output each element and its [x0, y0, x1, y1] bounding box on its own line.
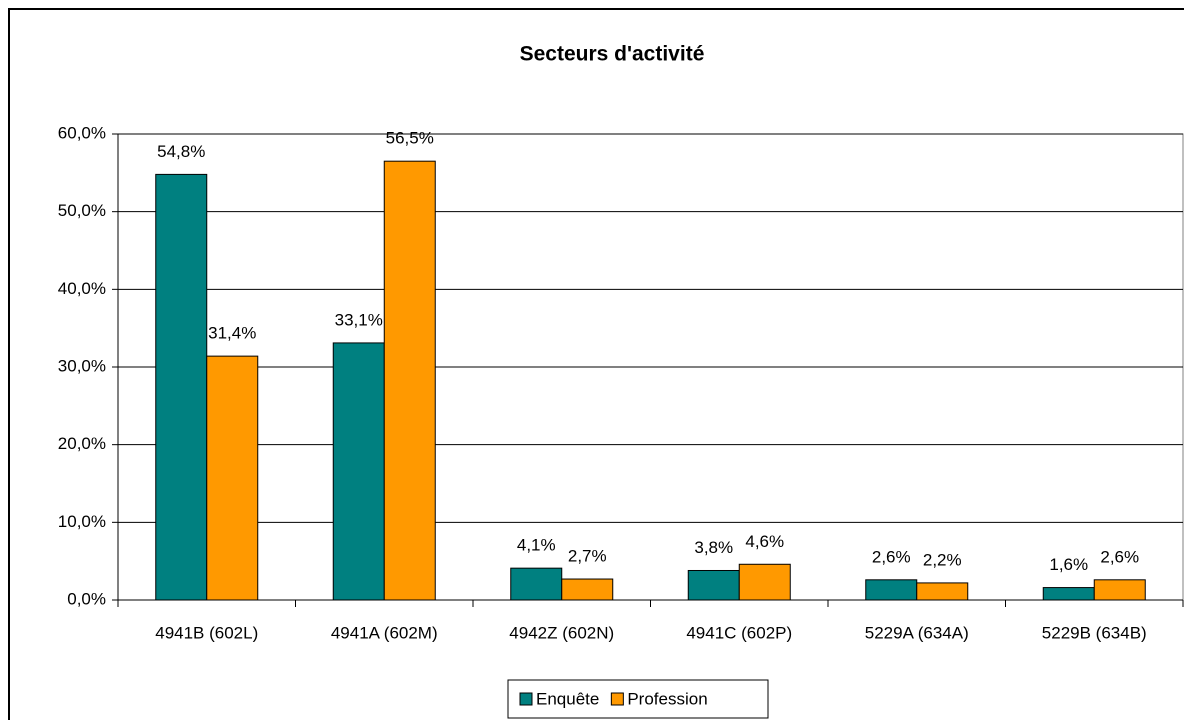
bar [206, 355, 259, 601]
bar [561, 578, 614, 601]
bar [687, 569, 740, 601]
data-label: 4,6% [745, 532, 784, 551]
data-label: 33,1% [335, 310, 383, 329]
data-label: 31,4% [208, 324, 256, 343]
legend-label: Enquête [536, 689, 599, 708]
y-tick-label: 30,0% [58, 356, 106, 375]
y-tick-label: 10,0% [58, 512, 106, 531]
bar [332, 342, 385, 601]
bar [155, 173, 208, 601]
y-tick-label: 40,0% [58, 279, 106, 298]
legend-label: Profession [627, 689, 707, 708]
bar [865, 579, 918, 601]
x-tick-label: 5229A (634A) [865, 623, 969, 642]
data-label: 2,2% [923, 550, 962, 569]
data-label: 1,6% [1049, 555, 1088, 574]
data-label: 2,6% [1100, 547, 1139, 566]
legend-swatch [519, 692, 533, 706]
data-label: 2,7% [568, 547, 607, 566]
chart-title: Secteurs d'activité [520, 43, 705, 66]
x-tick-label: 4941B (602L) [155, 623, 258, 642]
x-tick-label: 4941A (602M) [331, 623, 438, 642]
data-label: 56,5% [386, 129, 434, 148]
legend-swatch [610, 692, 624, 706]
x-tick-label: 5229B (634B) [1042, 623, 1147, 642]
y-tick-label: 0,0% [67, 589, 106, 608]
y-tick-label: 50,0% [58, 201, 106, 220]
bar [510, 567, 563, 601]
data-label: 54,8% [157, 142, 205, 161]
bar [1093, 579, 1146, 601]
x-tick-label: 4941C (602P) [686, 623, 792, 642]
y-tick-label: 20,0% [58, 434, 106, 453]
data-label: 2,6% [872, 547, 911, 566]
data-label: 4,1% [517, 536, 556, 555]
y-tick-label: 60,0% [58, 123, 106, 142]
legend-box [507, 679, 769, 719]
bar [383, 160, 436, 601]
bar [738, 563, 791, 601]
bar [1042, 587, 1095, 601]
data-label: 3,8% [694, 538, 733, 557]
x-tick-label: 4942Z (602N) [509, 623, 614, 642]
bar [916, 582, 969, 601]
